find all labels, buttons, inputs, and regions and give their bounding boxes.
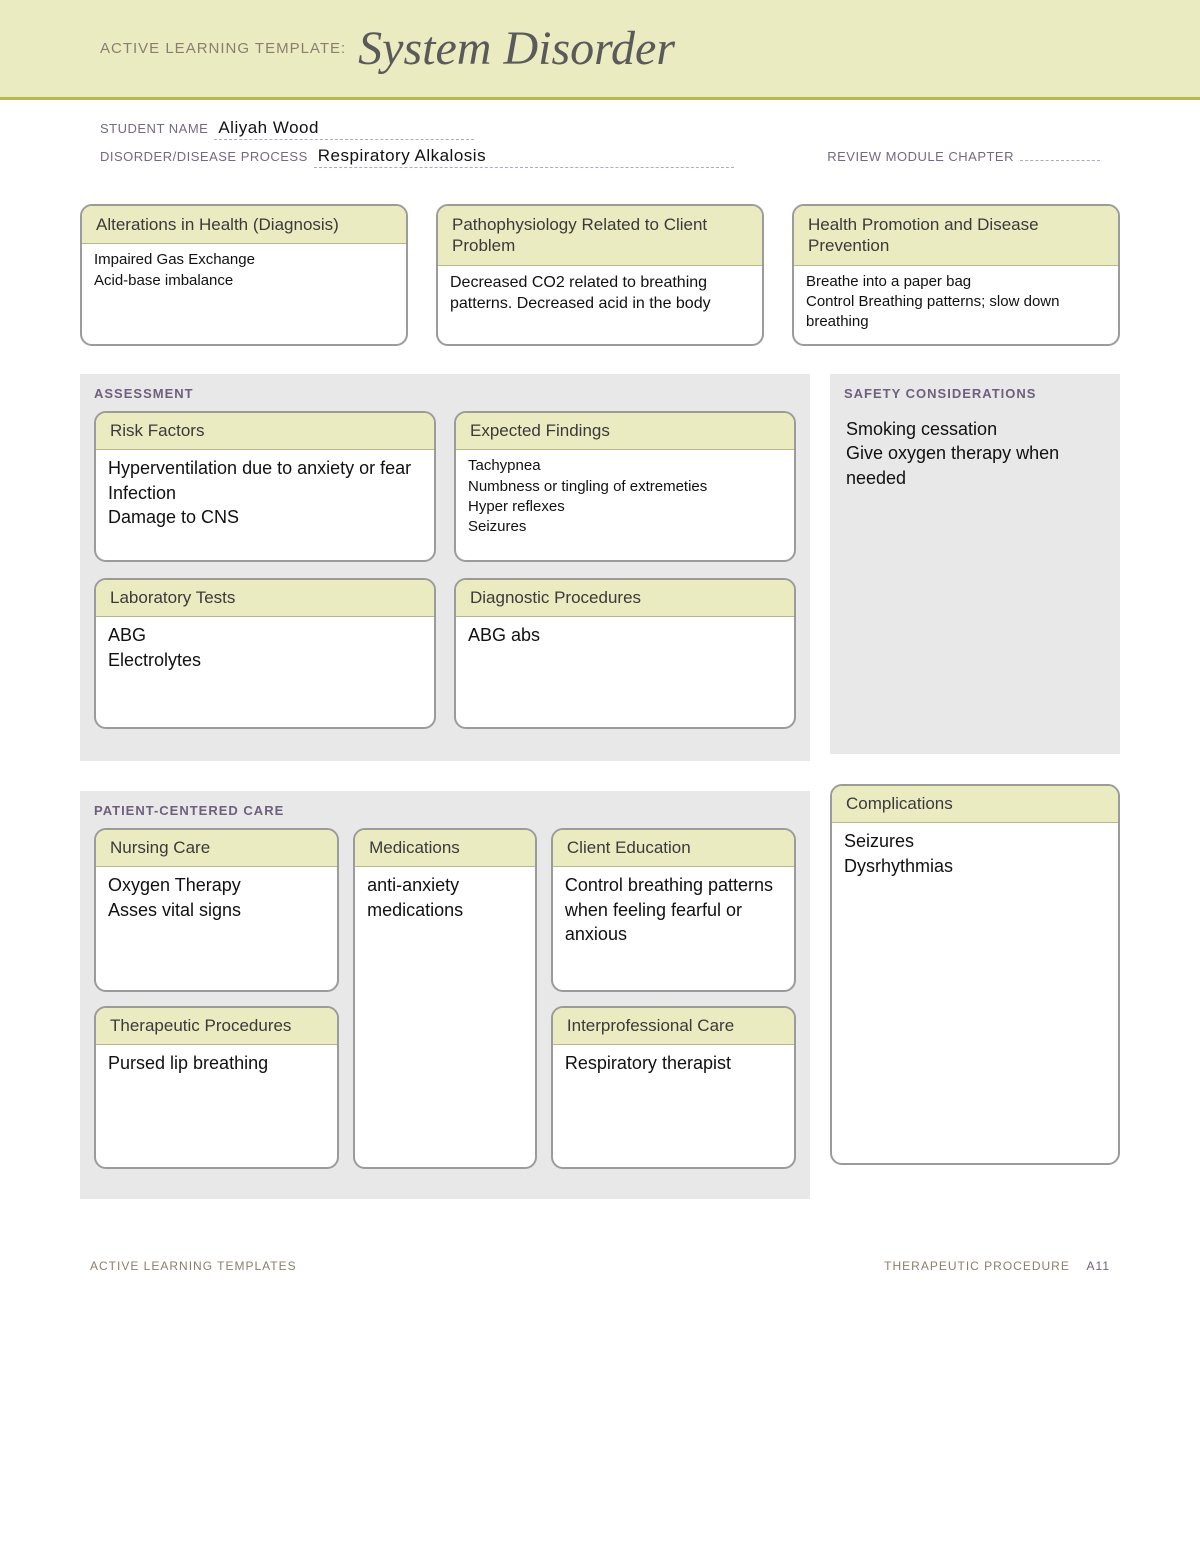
page-header: ACTIVE LEARNING TEMPLATE: System Disorde…	[0, 0, 1200, 100]
section-safety: SAFETY CONSIDERATIONS Smoking cessationG…	[830, 374, 1120, 754]
card-diag-title: Diagnostic Procedures	[456, 580, 794, 617]
card-complications-body: SeizuresDysrhythmias	[832, 823, 1118, 1163]
card-patho-body: Decreased CO2 related to breathing patte…	[438, 266, 762, 327]
pcc-col-1: Nursing Care Oxygen TherapyAsses vital s…	[94, 828, 339, 1169]
card-meds-body: anti-anxiety medications	[355, 867, 535, 1167]
meta-student: STUDENT NAME Aliyah Wood	[100, 118, 1100, 140]
footer: ACTIVE LEARNING TEMPLATES THERAPEUTIC PR…	[0, 1229, 1200, 1283]
student-name-label: STUDENT NAME	[100, 121, 208, 136]
header-prefix: ACTIVE LEARNING TEMPLATE:	[100, 40, 346, 57]
card-nursing-body: Oxygen TherapyAsses vital signs	[96, 867, 337, 992]
review-chapter-value	[1020, 147, 1100, 161]
meta-disorder-row: DISORDER/DISEASE PROCESS Respiratory Alk…	[100, 146, 1100, 168]
card-health-promo-title: Health Promotion and Disease Prevention	[794, 206, 1118, 266]
disorder-label: DISORDER/DISEASE PROCESS	[100, 149, 308, 164]
card-diag-body: ABG abs	[456, 617, 794, 727]
card-client-ed-title: Client Education	[553, 830, 794, 867]
card-labs-title: Laboratory Tests	[96, 580, 434, 617]
card-risk: Risk Factors Hyperventilation due to anx…	[94, 411, 436, 562]
safety-title: SAFETY CONSIDERATIONS	[844, 386, 1106, 403]
card-complications: Complications SeizuresDysrhythmias	[830, 784, 1120, 1165]
card-health-promo-body: Breathe into a paper bagControl Breathin…	[794, 266, 1118, 345]
pcc-title: PATIENT-CENTERED CARE	[94, 803, 796, 818]
card-nursing-title: Nursing Care	[96, 830, 337, 867]
footer-right-label: THERAPEUTIC PROCEDURE	[884, 1259, 1070, 1273]
card-health-promo: Health Promotion and Disease Prevention …	[792, 204, 1120, 346]
col-side: SAFETY CONSIDERATIONS Smoking cessationG…	[830, 374, 1120, 1229]
card-meds: Medications anti-anxiety medications	[353, 828, 537, 1169]
page-root: ACTIVE LEARNING TEMPLATE: System Disorde…	[0, 0, 1200, 1323]
card-patho-title: Pathophysiology Related to Client Proble…	[438, 206, 762, 266]
footer-right: THERAPEUTIC PROCEDURE A11	[884, 1259, 1110, 1273]
card-client-ed: Client Education Control breathing patte…	[551, 828, 796, 992]
section-pcc: PATIENT-CENTERED CARE Nursing Care Oxyge…	[80, 791, 810, 1199]
card-expected-body: TachypneaNumbness or tingling of extreme…	[456, 450, 794, 560]
card-labs-body: ABGElectrolytes	[96, 617, 434, 727]
card-diag: Diagnostic Procedures ABG abs	[454, 578, 796, 729]
card-expected: Expected Findings TachypneaNumbness or t…	[454, 411, 796, 562]
safety-body: Smoking cessationGive oxygen therapy whe…	[844, 413, 1106, 494]
card-client-ed-body: Control breathing patterns when feeling …	[553, 867, 794, 992]
student-name-value: Aliyah Wood	[214, 118, 474, 140]
card-patho: Pathophysiology Related to Client Proble…	[436, 204, 764, 346]
col-main: ASSESSMENT Risk Factors Hyperventilation…	[80, 374, 810, 1229]
columns: ASSESSMENT Risk Factors Hyperventilation…	[80, 374, 1120, 1229]
card-alterations: Alterations in Health (Diagnosis) Impair…	[80, 204, 408, 346]
card-risk-body: Hyperventilation due to anxiety or fearI…	[96, 450, 434, 560]
disorder-value: Respiratory Alkalosis	[314, 146, 734, 168]
card-nursing: Nursing Care Oxygen TherapyAsses vital s…	[94, 828, 339, 992]
card-risk-title: Risk Factors	[96, 413, 434, 450]
assessment-title: ASSESSMENT	[94, 386, 796, 401]
card-interprof-body: Respiratory therapist	[553, 1045, 794, 1155]
pcc-col-3: Client Education Control breathing patte…	[551, 828, 796, 1169]
card-interprof-title: Interprofessional Care	[553, 1008, 794, 1045]
card-meds-title: Medications	[355, 830, 535, 867]
card-therapeutic-body: Pursed lip breathing	[96, 1045, 337, 1155]
card-labs: Laboratory Tests ABGElectrolytes	[94, 578, 436, 729]
card-expected-title: Expected Findings	[456, 413, 794, 450]
card-alterations-title: Alterations in Health (Diagnosis)	[82, 206, 406, 244]
card-complications-title: Complications	[832, 786, 1118, 823]
card-therapeutic: Therapeutic Procedures Pursed lip breath…	[94, 1006, 339, 1170]
card-interprof: Interprofessional Care Respiratory thera…	[551, 1006, 796, 1170]
content: Alterations in Health (Diagnosis) Impair…	[0, 184, 1200, 1229]
meta-block: STUDENT NAME Aliyah Wood DISORDER/DISEAS…	[0, 100, 1200, 184]
top-row: Alterations in Health (Diagnosis) Impair…	[80, 204, 1120, 346]
card-therapeutic-title: Therapeutic Procedures	[96, 1008, 337, 1045]
pcc-col-2: Medications anti-anxiety medications	[353, 828, 537, 1169]
footer-right-page: A11	[1087, 1259, 1110, 1273]
review-chapter-label: REVIEW MODULE CHAPTER	[827, 149, 1014, 164]
card-alterations-body: Impaired Gas ExchangeAcid-base imbalance	[82, 244, 406, 304]
section-assessment: ASSESSMENT Risk Factors Hyperventilation…	[80, 374, 810, 761]
header-title: System Disorder	[358, 21, 675, 76]
footer-left: ACTIVE LEARNING TEMPLATES	[90, 1259, 297, 1273]
